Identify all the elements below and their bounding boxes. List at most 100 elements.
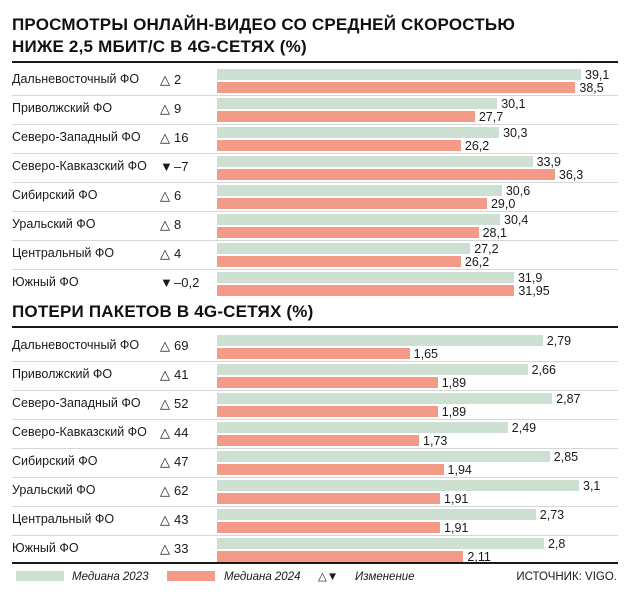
row-separator xyxy=(12,535,618,536)
change-value: △ 44 xyxy=(160,426,188,440)
bar-2023 xyxy=(217,451,550,462)
triangle-up-icon: △ xyxy=(160,72,170,87)
bar-2024 xyxy=(217,551,464,562)
value-label-2023: 30,4 xyxy=(504,213,529,227)
change-value: ▼–0,2 xyxy=(160,276,199,290)
change-text: 2 xyxy=(174,72,182,87)
value-label-2023: 2,85 xyxy=(553,450,579,464)
triangle-down-icon: ▼ xyxy=(160,159,173,174)
change-value: △ 41 xyxy=(160,368,188,382)
bar-2024 xyxy=(217,285,515,296)
region-label: Центральный ФО xyxy=(12,512,115,526)
change-text: –7 xyxy=(174,159,189,174)
value-label-2024: 1,73 xyxy=(423,434,448,448)
triangle-up-icon: △ xyxy=(160,217,170,232)
change-value: △ 8 xyxy=(160,218,181,232)
region-label: Уральский ФО xyxy=(12,483,96,497)
change-text: 52 xyxy=(174,396,189,411)
change-value: △ 2 xyxy=(160,73,181,87)
chart1-top-rule xyxy=(12,61,618,63)
triangle-up-icon: △ xyxy=(160,246,170,261)
chart2-top-rule xyxy=(12,326,618,328)
legend-swatch-2024 xyxy=(167,571,215,581)
change-text: 69 xyxy=(174,338,189,353)
value-label-2024: 27,7 xyxy=(478,110,504,124)
bar-2023 xyxy=(217,214,500,225)
region-label: Приволжский ФО xyxy=(12,101,113,115)
row-separator xyxy=(12,506,618,507)
region-label: Дальневосточный ФО xyxy=(12,72,140,86)
legend-label-2023: Медиана 2023 xyxy=(72,571,149,583)
change-text: 62 xyxy=(174,483,189,498)
bar-2023 xyxy=(217,364,528,375)
region-label: Сибирский ФО xyxy=(12,188,98,202)
region-label: Дальневосточный ФО xyxy=(12,338,140,352)
legend-swatch-2023 xyxy=(16,571,64,581)
region-label: Сибирский ФО xyxy=(12,454,98,468)
value-label-2023: 30,1 xyxy=(501,97,526,111)
bar-2023 xyxy=(217,156,533,167)
bar-2023 xyxy=(217,69,581,80)
bar-2024 xyxy=(217,169,555,180)
value-label-2023: 3,1 xyxy=(583,479,601,493)
region-label: Северо-Кавказский ФО xyxy=(12,159,147,173)
change-text: 33 xyxy=(174,541,189,556)
bar-2024 xyxy=(217,464,444,475)
bar-2023 xyxy=(217,127,500,138)
triangle-up-icon: △ xyxy=(160,367,170,382)
legend-label-2024: Медиана 2024 xyxy=(224,571,301,583)
change-value: △ 9 xyxy=(160,102,181,116)
value-label-2023: 30,6 xyxy=(505,184,531,198)
bar-2023 xyxy=(217,272,514,283)
value-label-2023: 2,87 xyxy=(556,392,581,406)
row-separator xyxy=(12,361,618,362)
triangle-up-icon: △ xyxy=(160,512,170,527)
triangle-down-icon: ▼ xyxy=(160,275,173,290)
value-label-2023: 33,9 xyxy=(536,155,561,169)
change-text: 44 xyxy=(174,425,189,440)
triangle-up-icon: △ xyxy=(160,541,170,556)
row-separator xyxy=(12,153,618,154)
row-separator xyxy=(12,211,618,212)
triangle-up-icon: △ xyxy=(160,396,170,411)
change-value: △ 16 xyxy=(160,131,188,145)
value-label-2023: 2,8 xyxy=(547,537,566,551)
bar-2024 xyxy=(217,348,410,359)
triangle-up-icon: △ xyxy=(160,483,170,498)
value-label-2024: 1,89 xyxy=(441,376,467,390)
triangle-up-icon: △ xyxy=(160,130,170,145)
triangle-up-icon: △ xyxy=(160,338,170,353)
row-separator xyxy=(12,419,618,420)
bar-2024 xyxy=(217,140,461,151)
row-separator xyxy=(12,269,618,270)
region-label: Северо-Западный ФО xyxy=(12,396,141,410)
bar-2023 xyxy=(217,185,502,196)
row-separator xyxy=(12,124,618,125)
change-text: 16 xyxy=(174,130,189,145)
chart1-title-line1: ПРОСМОТРЫ ОНЛАЙН-ВИДЕО СО СРЕДНЕЙ СКОРОС… xyxy=(12,15,516,34)
region-label: Уральский ФО xyxy=(12,217,96,231)
region-label: Южный ФО xyxy=(12,275,79,289)
bar-2024 xyxy=(217,377,438,388)
bar-2024 xyxy=(217,522,441,533)
value-label-2024: 29,0 xyxy=(490,197,516,211)
change-text: 6 xyxy=(174,188,182,203)
change-value: ▼–7 xyxy=(160,160,188,174)
bar-2023 xyxy=(217,335,543,346)
value-label-2024: 1,89 xyxy=(441,405,467,419)
legend-change-label: Изменение xyxy=(355,571,415,583)
change-value: △ 69 xyxy=(160,339,188,353)
bar-2024 xyxy=(217,406,438,417)
value-label-2024: 1,91 xyxy=(444,521,469,535)
legend-change-icons: △▼ xyxy=(318,571,339,583)
value-label-2024: 26,2 xyxy=(464,139,490,153)
value-label-2024: 31,95 xyxy=(518,284,550,298)
value-label-2023: 27,2 xyxy=(474,242,499,256)
value-label-2023: 2,73 xyxy=(539,508,565,522)
bar-2023 xyxy=(217,243,471,254)
row-separator xyxy=(12,95,618,96)
row-separator xyxy=(12,240,618,241)
bar-2024 xyxy=(217,198,487,209)
value-label-2023: 2,79 xyxy=(546,334,572,348)
value-label-2023: 2,49 xyxy=(511,421,537,435)
